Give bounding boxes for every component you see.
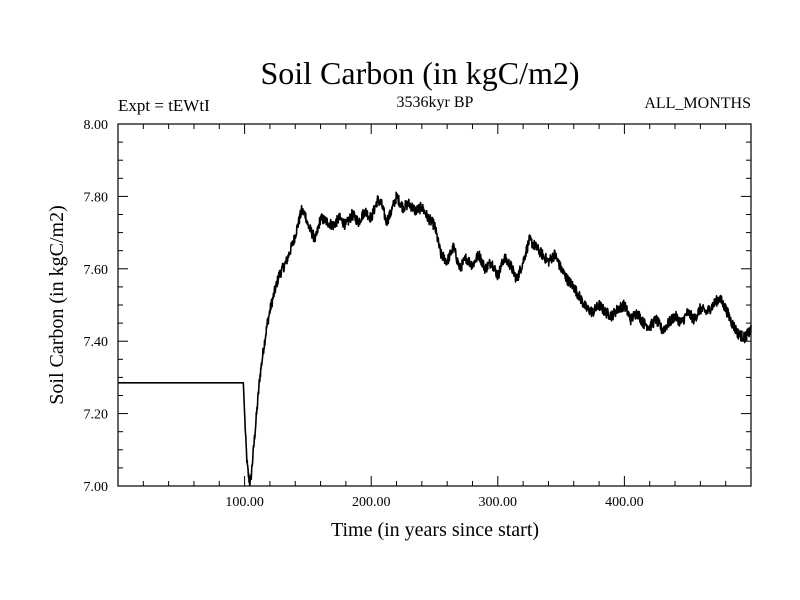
x-tick-label: 300.00 [479, 495, 518, 510]
y-tick-label: 7.80 [84, 190, 109, 205]
x-tick-label: 200.00 [352, 495, 391, 510]
period-label: ALL_MONTHS [644, 95, 751, 112]
y-axis-label: Soil Carbon (in kgC/m2) [46, 205, 68, 404]
y-tick-label: 7.60 [84, 263, 109, 278]
plot-frame [117, 123, 752, 487]
x-axis-label: Time (in years since start) [331, 519, 539, 541]
y-tick-label: 7.00 [84, 480, 109, 495]
y-tick-label: 7.40 [84, 335, 109, 350]
axis-ticks [118, 124, 751, 486]
x-tick-label: 400.00 [605, 495, 644, 510]
experiment-label: Expt = tEWtI [118, 96, 210, 115]
x-tick-labels: 100.00 200.00 300.00 400.00 [225, 495, 643, 510]
y-tick-labels: 7.00 7.20 7.40 7.60 7.80 8.00 [84, 118, 109, 495]
series-line-soil-carbon [117, 191, 752, 487]
series-layer [117, 191, 752, 487]
y-tick-label: 8.00 [84, 118, 109, 133]
chart-subtitle: 3536kyr BP [397, 94, 474, 111]
chart-title: Soil Carbon (in kgC/m2) [260, 55, 579, 91]
y-tick-label: 7.20 [84, 408, 109, 423]
x-tick-label: 100.00 [225, 495, 264, 510]
